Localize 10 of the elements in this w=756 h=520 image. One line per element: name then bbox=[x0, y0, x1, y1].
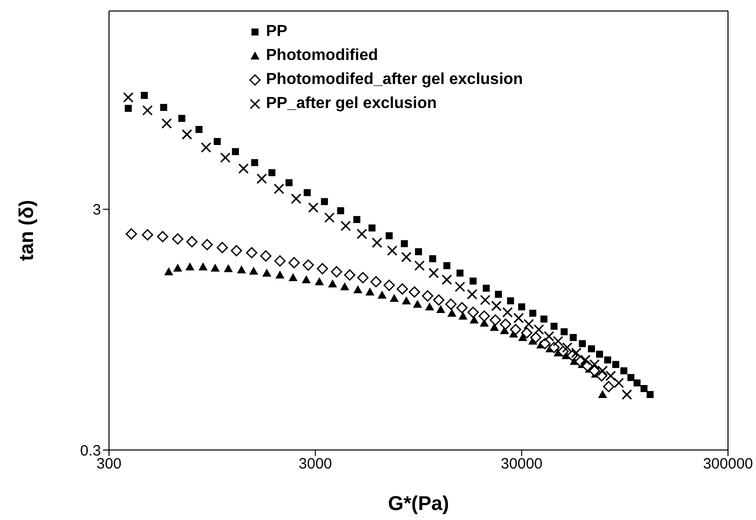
legend-label: Photomodifed_after gel exclusion bbox=[266, 70, 523, 90]
x-tick-label: 3000 bbox=[298, 456, 332, 473]
y-tick-label: 3 bbox=[92, 202, 101, 219]
legend-label: PP_after gel exclusion bbox=[266, 94, 437, 114]
x-tick-label: 30000 bbox=[500, 456, 543, 473]
x-axis-title: G*(Pa) bbox=[388, 493, 450, 515]
legend-label: Photomodified bbox=[266, 46, 378, 66]
y-axis-title: tan (δ) bbox=[16, 200, 38, 262]
x-tick-label: 300000 bbox=[702, 456, 754, 473]
legend-label: PP bbox=[266, 22, 288, 42]
